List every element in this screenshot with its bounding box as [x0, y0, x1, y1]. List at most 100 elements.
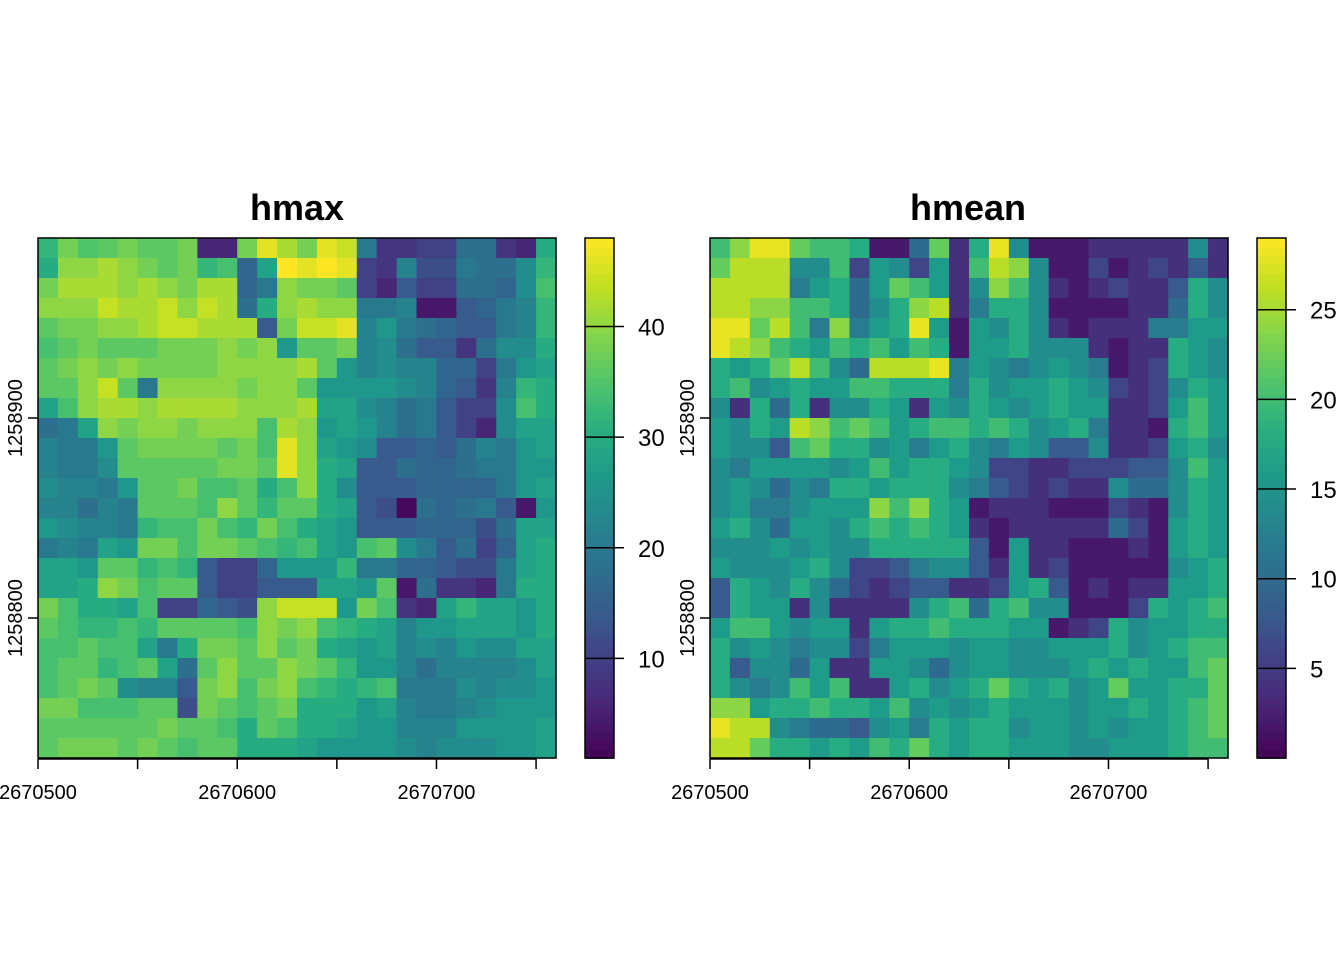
heatmap-cell: [1188, 478, 1209, 499]
heatmap-cell: [969, 618, 990, 639]
heatmap-cell: [257, 518, 278, 539]
heatmap-cell: [356, 458, 378, 479]
heatmap-cell: [496, 698, 517, 719]
heatmap-cell: [117, 538, 139, 559]
heatmap-cell: [969, 438, 990, 459]
colorbar-segment: [585, 506, 614, 517]
heatmap-cell: [396, 538, 418, 559]
heatmap-cell: [516, 738, 537, 759]
heatmap-cell: [257, 558, 278, 579]
heatmap-cell: [1108, 298, 1129, 319]
heatmap-cell: [809, 698, 831, 719]
heatmap-cell: [929, 718, 950, 739]
heatmap-cell: [38, 558, 59, 579]
heatmap-cell: [789, 238, 811, 259]
colorbar-segment: [585, 298, 614, 309]
heatmap-cell: [137, 278, 159, 299]
heatmap-cell: [1188, 438, 1209, 459]
heatmap-cell: [1188, 298, 1209, 319]
heatmap-cell: [1208, 678, 1229, 699]
heatmap-cell: [749, 378, 771, 399]
heatmap-cell: [496, 638, 517, 659]
heatmap-cell: [1208, 278, 1229, 299]
heatmap-cells: [38, 238, 557, 759]
heatmap-cell: [177, 398, 198, 419]
colorbar-segment: [585, 246, 614, 257]
heatmap-cell: [769, 558, 791, 579]
heatmap-cell: [1148, 638, 1169, 659]
heatmap-cell: [1128, 378, 1149, 399]
heatmap-cell: [77, 738, 99, 759]
heatmap-cell: [988, 498, 1010, 519]
heatmap-cell: [749, 598, 771, 619]
colorbar-segment: [585, 272, 614, 283]
heatmap-cell: [1048, 478, 1070, 499]
heatmap-cell: [1028, 318, 1050, 339]
heatmap-cell: [356, 598, 378, 619]
colorbar-segment: [585, 671, 614, 681]
colorbar-segment: [585, 541, 614, 551]
heatmap-cell: [710, 438, 731, 459]
heatmap-cell: [257, 278, 278, 299]
heatmap-cell: [316, 638, 338, 659]
heatmap-cell: [157, 438, 179, 459]
heatmap-cell: [1128, 658, 1149, 679]
heatmap-cell: [456, 598, 477, 619]
heatmap-cell: [1048, 698, 1070, 719]
heatmap-cell: [436, 598, 457, 619]
heatmap-cell: [137, 698, 159, 719]
heatmap-cell: [356, 718, 378, 739]
heatmap-cell: [396, 398, 418, 419]
heatmap-cell: [1188, 598, 1209, 619]
heatmap-cell: [356, 738, 378, 759]
heatmap-cell: [496, 718, 517, 739]
heatmap-cell: [157, 298, 179, 319]
heatmap-cell: [157, 378, 179, 399]
heatmap-cell: [536, 518, 557, 539]
heatmap-cell: [1028, 698, 1050, 719]
heatmap-cell: [1068, 318, 1090, 339]
heatmap-cell: [376, 458, 398, 479]
heatmap-cell: [456, 298, 477, 319]
heatmap-cell: [829, 598, 851, 619]
heatmap-cell: [1168, 638, 1189, 659]
heatmap-cell: [476, 538, 497, 559]
heatmap-cell: [1028, 378, 1050, 399]
heatmap-cell: [536, 398, 557, 419]
heatmap-cell: [769, 658, 791, 679]
heatmap-cell: [336, 398, 358, 419]
colorbar-segment: [585, 281, 614, 291]
heatmap-cell: [929, 338, 950, 359]
heatmap-cell: [988, 358, 1010, 379]
heatmap-cell: [1088, 318, 1110, 339]
heatmap-cell: [1088, 258, 1110, 279]
heatmap-cell: [57, 638, 79, 659]
heatmap-cell: [77, 578, 99, 599]
heatmap-cell: [516, 558, 537, 579]
heatmap-cell: [969, 458, 990, 479]
heatmap-cell: [97, 338, 119, 359]
heatmap-cell: [1168, 338, 1189, 359]
heatmap-cell: [1088, 618, 1110, 639]
heatmap-cell: [1048, 738, 1070, 759]
heatmap-cell: [1128, 618, 1149, 639]
heatmap-cell: [356, 298, 378, 319]
heatmap-cell: [38, 458, 59, 479]
heatmap-cell: [436, 678, 457, 699]
colorbar-segment: [1257, 619, 1286, 629]
heatmap-cell: [849, 238, 870, 259]
heatmap-cell: [929, 698, 950, 719]
heatmap-cell: [809, 658, 831, 679]
heatmap-cell: [257, 418, 278, 439]
heatmap-cell: [849, 318, 870, 339]
heatmap-cell: [336, 618, 358, 639]
heatmap-cell: [1088, 698, 1110, 719]
heatmap-cell: [769, 458, 791, 479]
heatmap-cell: [1008, 558, 1030, 579]
heatmap-cell: [77, 618, 99, 639]
heatmap-cell: [97, 698, 119, 719]
heatmap-cell: [77, 438, 99, 459]
heatmap-cell: [969, 518, 990, 539]
heatmap-cell: [496, 318, 517, 339]
heatmap-cell: [1048, 338, 1070, 359]
